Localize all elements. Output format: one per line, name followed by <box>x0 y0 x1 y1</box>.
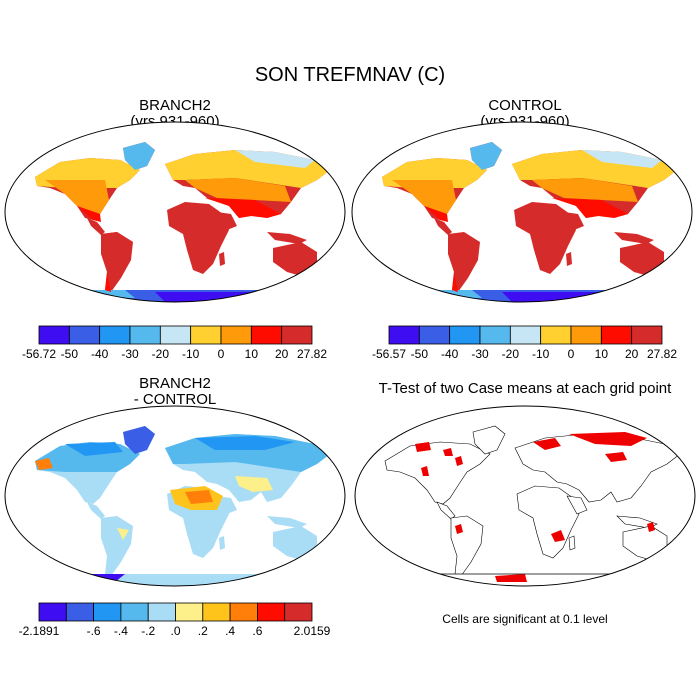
branch2-colorbar-swatch <box>190 325 222 345</box>
branch2-colorbar-label: -20 <box>152 347 170 361</box>
difference-colorbar-label: .0 <box>170 624 180 638</box>
branch2-colorbar-swatch <box>99 325 131 345</box>
control-colorbar-label: -30 <box>471 347 489 361</box>
difference-title-line2: - CONTROL <box>133 391 217 408</box>
branch2-colorbar-swatch <box>159 325 192 345</box>
branch2-colorbar-label: -10 <box>182 347 200 361</box>
control-colorbar-swatch <box>418 325 451 345</box>
control-colorbar-swatch <box>509 325 542 345</box>
control-colorbar-label: -40 <box>441 347 459 361</box>
branch2-colorbar-label: -40 <box>91 347 109 361</box>
difference-colorbar-swatch <box>65 602 95 622</box>
difference-colorbar-swatch <box>229 602 258 622</box>
branch2-title-line1: BRANCH2 <box>139 97 211 114</box>
difference-title-line1: BRANCH2 <box>139 375 211 392</box>
control-colorbar-label: -10 <box>532 347 550 361</box>
branch2-colorbar-label: -30 <box>121 347 139 361</box>
branch2-colorbar-label: -50 <box>61 347 79 361</box>
difference-colorbar-swatch <box>202 602 231 622</box>
difference-colorbar-label: 2.0159 <box>294 624 331 638</box>
control-colorbar-swatch <box>388 325 420 345</box>
control-colorbar-swatch <box>449 325 481 345</box>
significance-note: Cells are significant at 0.1 level <box>442 612 608 626</box>
difference-colorbar-swatch <box>120 602 149 622</box>
difference-colorbar-label: -2.1891 <box>19 624 60 638</box>
control-colorbar-label: -50 <box>411 347 429 361</box>
difference-colorbar-swatch <box>147 602 176 622</box>
control-colorbar-label: -56.57 <box>372 347 406 361</box>
difference-colorbar-swatch <box>175 602 204 622</box>
branch2-map <box>4 121 346 303</box>
control-colorbar-swatch <box>600 325 633 345</box>
control-colorbar-label: -20 <box>502 347 520 361</box>
branch2-colorbar-label: 0 <box>218 347 225 361</box>
ttest-title-line1: T-Test of two Case means at each grid po… <box>378 380 672 397</box>
control-colorbar-label: 10 <box>595 347 609 361</box>
difference-colorbar-label: .4 <box>225 624 235 638</box>
difference-colorbar-swatch <box>256 602 286 622</box>
control-colorbar-label: 0 <box>568 347 575 361</box>
difference-title: BRANCH2 - CONTROL <box>40 376 310 408</box>
control-title-line1: CONTROL <box>488 97 562 114</box>
branch2-colorbar-swatch <box>281 325 313 345</box>
branch2-colorbar-label: 10 <box>245 347 259 361</box>
branch2-colorbar-swatch <box>38 325 70 345</box>
control-colorbar-swatch <box>540 325 572 345</box>
difference-colorbar-swatch <box>38 602 67 622</box>
branch2-colorbar-swatch <box>68 325 101 345</box>
difference-colorbar-label: .2 <box>198 624 208 638</box>
branch2-colorbar-swatch <box>250 325 283 345</box>
difference-colorbar-label: -.2 <box>141 624 155 638</box>
control-colorbar-label: 27.82 <box>647 347 677 361</box>
ttest-title: T-Test of two Case means at each grid po… <box>350 381 700 397</box>
difference-colorbar-label: .6 <box>252 624 262 638</box>
branch2-colorbar-label: 27.82 <box>297 347 327 361</box>
ttest-map <box>354 405 696 587</box>
branch2-colorbar-label: -56.72 <box>22 347 56 361</box>
difference-colorbar-swatch <box>284 602 313 622</box>
difference-colorbar-label: -.4 <box>114 624 128 638</box>
control-colorbar-swatch <box>570 325 602 345</box>
figure-title: SON TREFMNAV (C) <box>254 64 446 86</box>
control-colorbar-swatch <box>631 325 663 345</box>
control-colorbar-label: 20 <box>625 347 639 361</box>
branch2-colorbar-swatch <box>129 325 161 345</box>
branch2-colorbar-label: 20 <box>275 347 289 361</box>
difference-colorbar-label: -.6 <box>87 624 101 638</box>
branch2-colorbar-swatch <box>220 325 252 345</box>
difference-colorbar-swatch <box>93 602 122 622</box>
control-colorbar-swatch <box>479 325 511 345</box>
